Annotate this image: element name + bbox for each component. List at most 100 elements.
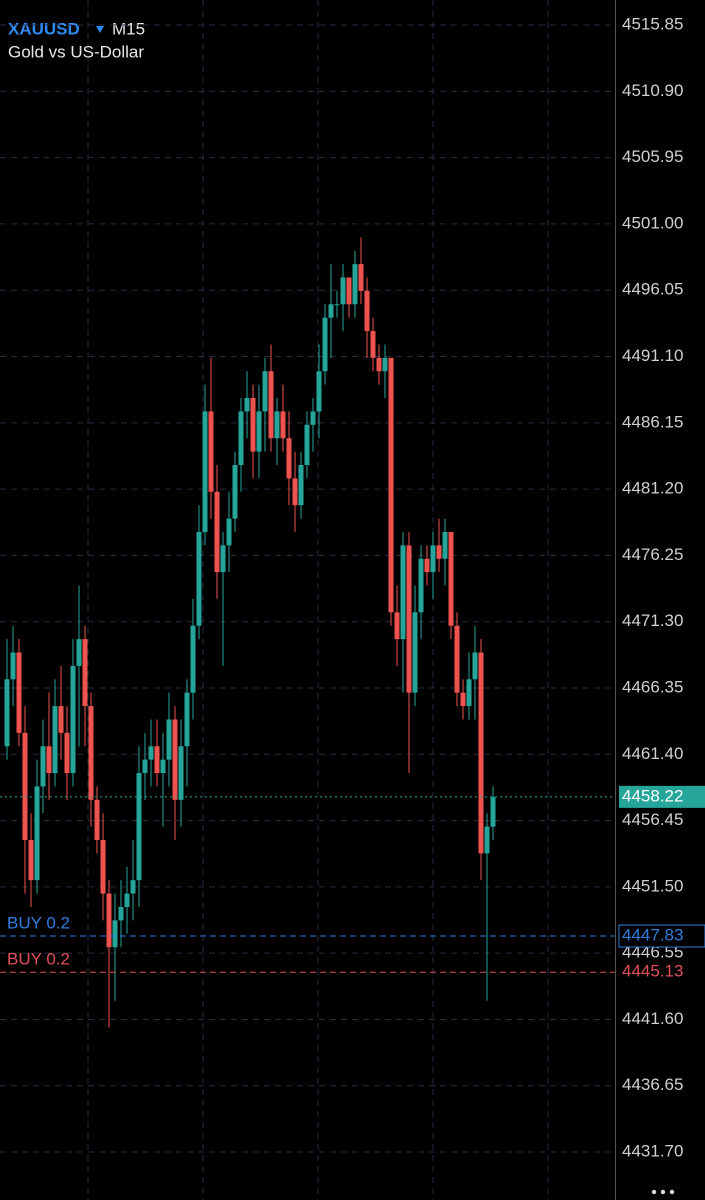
candle-body	[442, 531, 448, 559]
candle-body	[364, 290, 370, 332]
y-tick-label: 4471.30	[622, 611, 683, 630]
vertical-grid	[87, 0, 549, 1200]
current-price-label: 4458.22	[622, 786, 683, 805]
symbol[interactable]: XAUUSD	[8, 19, 80, 38]
candle-body	[154, 746, 160, 774]
candle-body	[130, 880, 136, 894]
candle-body	[184, 692, 190, 747]
candle-body	[418, 558, 424, 613]
candle-body	[244, 398, 250, 412]
y-tick-label: 4486.15	[622, 412, 683, 431]
candle-body	[334, 304, 340, 306]
y-tick-label: 4431.70	[622, 1142, 683, 1161]
candles	[4, 237, 496, 1028]
candle-body	[340, 277, 346, 305]
candle-body	[226, 518, 232, 546]
order-label: BUY 0.2	[7, 950, 70, 969]
candle-body	[148, 746, 154, 760]
candle-body	[40, 746, 46, 787]
candle-body	[436, 545, 442, 559]
candle-body	[82, 639, 88, 707]
candle-body	[328, 304, 334, 318]
y-tick-label: 4505.95	[622, 147, 683, 166]
candle-body	[250, 398, 256, 452]
candle-body	[112, 920, 118, 948]
candle-body	[274, 411, 280, 439]
candle-body	[58, 706, 64, 733]
candle-body	[28, 840, 34, 881]
y-tick-label: 4476.25	[622, 545, 683, 564]
y-tick-label: 4451.50	[622, 876, 683, 895]
candle-body	[370, 331, 376, 358]
candle-body	[316, 371, 322, 412]
candle-body	[4, 679, 10, 747]
candle-body	[214, 491, 220, 573]
candle-body	[424, 558, 430, 573]
y-tick-label: 4491.10	[622, 346, 683, 365]
candle-body	[106, 893, 112, 948]
candle-body	[76, 639, 82, 666]
candle-body	[490, 796, 496, 827]
candle-body	[52, 706, 58, 774]
candle-body	[220, 545, 226, 573]
candle-body	[166, 719, 172, 760]
y-tick-label: 4496.05	[622, 280, 683, 299]
candle-body	[256, 411, 262, 452]
candle-body	[70, 665, 76, 774]
y-tick-label: 4510.90	[622, 81, 683, 100]
candle-body	[412, 612, 418, 693]
candle-body	[178, 746, 184, 800]
candle-body	[64, 732, 70, 774]
order-price: 4447.83	[622, 926, 683, 945]
y-tick-label: 4466.35	[622, 677, 683, 696]
candle-body	[238, 411, 244, 465]
candle-body	[160, 759, 166, 774]
candle-body	[382, 357, 388, 372]
candle-body	[34, 786, 40, 881]
dot	[660, 1189, 666, 1195]
candle-body	[196, 531, 202, 626]
current-price-box	[619, 785, 705, 808]
candle-body	[484, 826, 490, 854]
candle-body	[304, 424, 310, 465]
candle-body	[298, 465, 304, 506]
candle-body	[310, 411, 316, 425]
candle-body	[88, 706, 94, 800]
menu-dots[interactable]	[651, 1189, 675, 1195]
order-price-box	[618, 924, 705, 948]
candle-body	[202, 411, 208, 532]
symbol-dropdown-arrow[interactable]	[96, 26, 104, 33]
y-tick-label: 4436.65	[622, 1075, 683, 1094]
candle-body	[346, 277, 352, 305]
candle-body	[448, 531, 454, 626]
candle-body	[466, 679, 472, 707]
candle-body	[22, 732, 28, 840]
y-tick-label: 4481.20	[622, 479, 683, 498]
timeframe[interactable]: M15	[112, 19, 145, 38]
candle-body	[136, 773, 142, 881]
candle-body	[94, 799, 100, 840]
candle-body	[472, 652, 478, 680]
candle-body	[454, 625, 460, 693]
candle-body	[322, 317, 328, 372]
candle-body	[208, 411, 214, 492]
y-tick-label: 4441.60	[622, 1009, 683, 1028]
candle-body	[478, 652, 484, 854]
order-price: 4445.13	[622, 962, 683, 981]
candle-body	[352, 264, 358, 305]
candle-body	[100, 840, 106, 894]
y-tick-label: 4501.00	[622, 213, 683, 232]
candle-body	[430, 545, 436, 573]
candle-body	[376, 357, 382, 372]
candle-body	[460, 692, 466, 707]
y-tick-label: 4515.85	[622, 15, 683, 34]
candle-body	[262, 371, 268, 412]
candle-body	[292, 478, 298, 506]
candle-body	[10, 652, 16, 680]
candle-body	[16, 652, 22, 733]
y-tick-label: 4456.45	[622, 810, 683, 829]
candle-body	[394, 612, 400, 640]
candle-body	[142, 759, 148, 774]
